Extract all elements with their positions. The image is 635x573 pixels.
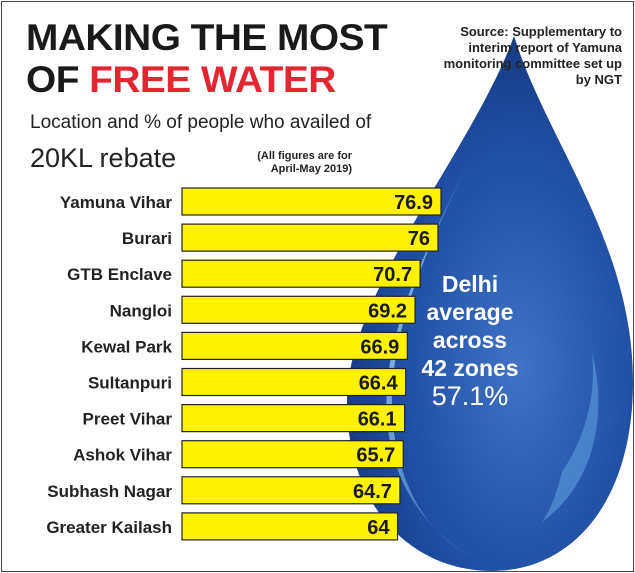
bar	[181, 476, 401, 505]
drop-body	[347, 36, 633, 571]
category-label: Preet Vihar	[83, 410, 173, 429]
headline-line-2: OF FREE WATER	[26, 61, 336, 98]
bar	[181, 187, 442, 216]
category-label: Burari	[122, 229, 172, 248]
delhi-average-callout: Delhi average across 42 zones 57.1%	[400, 270, 540, 410]
value-label: 66.4	[359, 373, 399, 395]
bar-chart: Yamuna Vihar 76.9 Burari 76 GTB Enclave 70.7 N…	[46, 187, 442, 541]
drop-inner-highlight	[542, 352, 599, 522]
category-label: Greater Kailash	[46, 518, 172, 537]
headline-prefix: OF	[26, 59, 90, 100]
period-note: (All figures are for April-May 2019)	[257, 150, 352, 175]
value-label: 76.9	[394, 192, 433, 214]
average-line-3: across	[432, 327, 508, 353]
value-label: 66.1	[358, 409, 397, 431]
bar	[181, 259, 421, 288]
bar	[181, 367, 407, 397]
source-credit: Source: Supplementary to interim report …	[443, 24, 622, 87]
average-line-2: average	[426, 299, 514, 325]
subtitle-line-1: Location and % of people who availed of	[30, 112, 372, 133]
bar	[181, 440, 404, 469]
category-label: Kewal Park	[81, 337, 172, 356]
value-label: 70.7	[373, 264, 412, 286]
value-label: 64.7	[353, 481, 392, 503]
average-value: 57.1%	[431, 381, 509, 411]
category-label: Ashok Vihar	[73, 446, 172, 465]
value-label: 64	[367, 517, 390, 539]
category-label: Sultanpuri	[88, 374, 172, 393]
category-label: Subhash Nagar	[47, 482, 172, 501]
bar	[181, 512, 399, 541]
value-label: 65.7	[356, 445, 395, 467]
headline-line-1: MAKING THE MOST	[26, 17, 388, 58]
value-label: 66.9	[360, 336, 399, 358]
bar	[181, 331, 408, 360]
value-label: 69.2	[368, 300, 407, 322]
average-line-1: Delhi	[441, 271, 499, 297]
average-line-4: 42 zones	[421, 355, 519, 381]
category-label: Yamuna Vihar	[60, 193, 173, 212]
value-label: 76	[408, 228, 430, 250]
bar	[181, 295, 416, 324]
category-label: GTB Enclave	[67, 265, 172, 284]
headline-highlight: FREE WATER	[89, 59, 336, 100]
category-label: Nangloi	[110, 301, 172, 320]
bar	[181, 404, 406, 433]
subtitle-line-2: 20KL rebate	[30, 143, 177, 173]
bar	[181, 223, 439, 252]
